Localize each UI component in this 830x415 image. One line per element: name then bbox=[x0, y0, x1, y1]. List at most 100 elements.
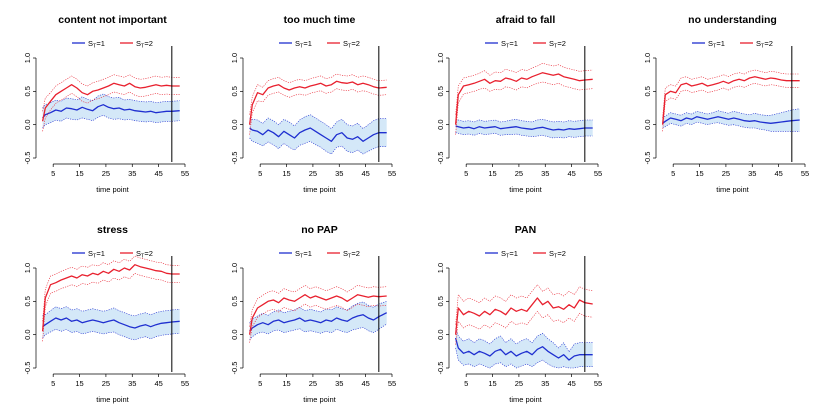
x-axis-label: time point bbox=[303, 395, 336, 404]
ci-lower-2 bbox=[42, 272, 180, 342]
y-tick-label: 1.0 bbox=[436, 53, 445, 63]
ci-lower-2 bbox=[455, 310, 593, 345]
x-tick-label: 15 bbox=[282, 169, 290, 178]
x-tick-label: 5 bbox=[51, 379, 55, 388]
legend-base: S bbox=[549, 249, 554, 258]
x-tick-label: 25 bbox=[515, 379, 523, 388]
legend-label-1: ST=1 bbox=[295, 249, 312, 260]
legend-base: S bbox=[501, 39, 506, 48]
legend-suffix: =2 bbox=[144, 39, 153, 48]
x-tick-label: 55 bbox=[388, 379, 396, 388]
legend-subscript: T bbox=[506, 44, 510, 50]
x-tick-label: 15 bbox=[282, 379, 290, 388]
legend-suffix: =1 bbox=[96, 39, 105, 48]
legend-suffix: =2 bbox=[557, 249, 566, 258]
x-tick-label: 5 bbox=[464, 169, 468, 178]
y-tick-label: 0.0 bbox=[230, 119, 239, 129]
series-line-2 bbox=[454, 297, 593, 335]
ci-band-1 bbox=[42, 94, 180, 128]
legend-base: S bbox=[136, 39, 141, 48]
ci-lower-1 bbox=[662, 121, 800, 132]
y-tick-label: 1.0 bbox=[230, 263, 239, 273]
legend-label-1: ST=1 bbox=[88, 249, 105, 260]
ci-upper-2 bbox=[662, 69, 800, 119]
ci-lower-1 bbox=[249, 137, 387, 155]
series-line-1 bbox=[455, 125, 593, 131]
x-tick-label: 55 bbox=[594, 379, 602, 388]
series-line-1 bbox=[249, 312, 387, 332]
chart-title: no understanding bbox=[688, 14, 777, 26]
series-line-2 bbox=[248, 294, 387, 335]
x-axis-label: time point bbox=[303, 185, 336, 194]
legend-base: S bbox=[343, 39, 348, 48]
ci-lower-1 bbox=[42, 114, 180, 129]
x-tick-label: 35 bbox=[541, 169, 549, 178]
y-tick-label: 0.5 bbox=[436, 86, 445, 96]
legend-subscript: T bbox=[713, 44, 717, 50]
legend-subscript: T bbox=[300, 44, 304, 50]
x-tick-label: 45 bbox=[567, 169, 575, 178]
legend-base: S bbox=[136, 249, 141, 258]
y-tick-label: 0.0 bbox=[436, 329, 445, 339]
legend-suffix: =2 bbox=[144, 249, 153, 258]
legend-label-2: ST=2 bbox=[343, 249, 360, 260]
legend-subscript: T bbox=[348, 254, 352, 260]
series-line-2 bbox=[41, 264, 180, 332]
ci-band-1 bbox=[249, 301, 387, 340]
x-tick-label: 55 bbox=[388, 169, 396, 178]
x-tick-label: 55 bbox=[181, 379, 189, 388]
y-tick-label: 1.0 bbox=[23, 263, 32, 273]
x-tick-label: 25 bbox=[515, 169, 523, 178]
y-tick-label: 0.5 bbox=[230, 296, 239, 306]
legend-subscript: T bbox=[506, 254, 510, 260]
x-tick-label: 5 bbox=[464, 379, 468, 388]
series-line-1 bbox=[42, 317, 180, 329]
legend-label-2: ST=2 bbox=[136, 39, 153, 50]
legend-label-2: ST=2 bbox=[136, 249, 153, 260]
legend-label-1: ST=1 bbox=[501, 249, 518, 260]
y-tick-label: 0.0 bbox=[23, 329, 32, 339]
x-tick-label: 5 bbox=[258, 379, 262, 388]
x-tick-label: 25 bbox=[309, 379, 317, 388]
x-tick-label: 15 bbox=[488, 379, 496, 388]
y-tick-label: -0.5 bbox=[23, 152, 32, 165]
ci-upper-2 bbox=[249, 284, 387, 327]
ci-upper-2 bbox=[42, 255, 180, 322]
ci-band-1 bbox=[455, 328, 593, 368]
series-line-2 bbox=[41, 82, 180, 122]
chart-title: afraid to fall bbox=[496, 14, 556, 26]
y-tick-label: -0.5 bbox=[23, 362, 32, 375]
ci-upper-2 bbox=[249, 73, 387, 115]
legend-subscript: T bbox=[300, 254, 304, 260]
chart-title: too much time bbox=[284, 14, 356, 26]
legend-label-1: ST=1 bbox=[501, 39, 518, 50]
ci-upper-1 bbox=[455, 118, 593, 123]
ci-lower-1 bbox=[249, 323, 387, 341]
legend-suffix: =1 bbox=[96, 249, 105, 258]
legend-subscript: T bbox=[554, 254, 558, 260]
legend-suffix: =1 bbox=[303, 249, 312, 258]
chart-title: no PAP bbox=[301, 224, 338, 236]
x-tick-label: 35 bbox=[128, 169, 136, 178]
y-tick-label: 0.0 bbox=[436, 119, 445, 129]
series-line-1 bbox=[454, 337, 593, 361]
ci-upper-1 bbox=[249, 301, 387, 323]
ci-band-1 bbox=[249, 114, 387, 154]
y-tick-label: 0.5 bbox=[436, 296, 445, 306]
x-tick-label: 25 bbox=[102, 169, 110, 178]
x-tick-label: 35 bbox=[541, 379, 549, 388]
x-axis-label: time point bbox=[96, 185, 129, 194]
legend-suffix: =1 bbox=[716, 39, 725, 48]
legend-base: S bbox=[549, 39, 554, 48]
legend-base: S bbox=[88, 249, 93, 258]
ci-lower-1 bbox=[455, 347, 593, 369]
x-tick-label: 5 bbox=[51, 169, 55, 178]
x-tick-label: 15 bbox=[488, 169, 496, 178]
ci-lower-1 bbox=[455, 132, 593, 139]
y-tick-label: -0.5 bbox=[436, 152, 445, 165]
x-tick-label: 15 bbox=[695, 169, 703, 178]
